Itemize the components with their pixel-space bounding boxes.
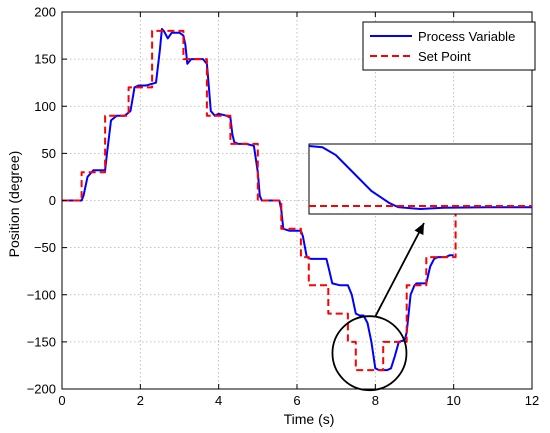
zoom-circle [331,315,408,392]
series-line-set-point [62,29,457,372]
legend-box [362,21,536,71]
legend-label-set-point: Set Point [418,49,471,64]
y-tick-label: 100 [34,99,56,114]
x-tick-label: 6 [293,393,300,408]
x-axis-label: Time (s) [284,411,335,427]
y-tick-label: −200 [27,382,56,397]
series-line-process-variable [62,28,454,372]
series-layer [62,28,457,372]
zoom-arrow-head [414,223,424,236]
x-tick-label: 12 [525,393,539,408]
zoom-annotation [308,143,533,392]
x-tick-label: 4 [215,393,222,408]
y-tick-label: −100 [27,287,56,302]
x-tick-label: 0 [58,393,65,408]
inset-box [308,143,533,215]
inset-line-process-variable [308,145,532,211]
y-tick-label: 50 [42,146,56,161]
axis-ticks: 0 2 4 6 8 10 12 −200 −150 −100 −50 0 50 100 150 200 [27,5,540,409]
zoom-arrow-line [374,222,425,317]
y-axis-label: Position (degree) [6,151,22,258]
x-tick-label: 2 [137,393,144,408]
y-tick-label: −150 [27,334,56,349]
legend: Process Variable Set Point [362,21,536,71]
y-tick-label: 0 [49,193,56,208]
x-tick-label: 10 [446,393,460,408]
legend-label-process-variable: Process Variable [418,29,515,44]
y-tick-label: 200 [34,5,56,20]
y-tick-label: −50 [34,240,56,255]
x-tick-label: 8 [372,393,379,408]
y-tick-label: 150 [34,52,56,67]
